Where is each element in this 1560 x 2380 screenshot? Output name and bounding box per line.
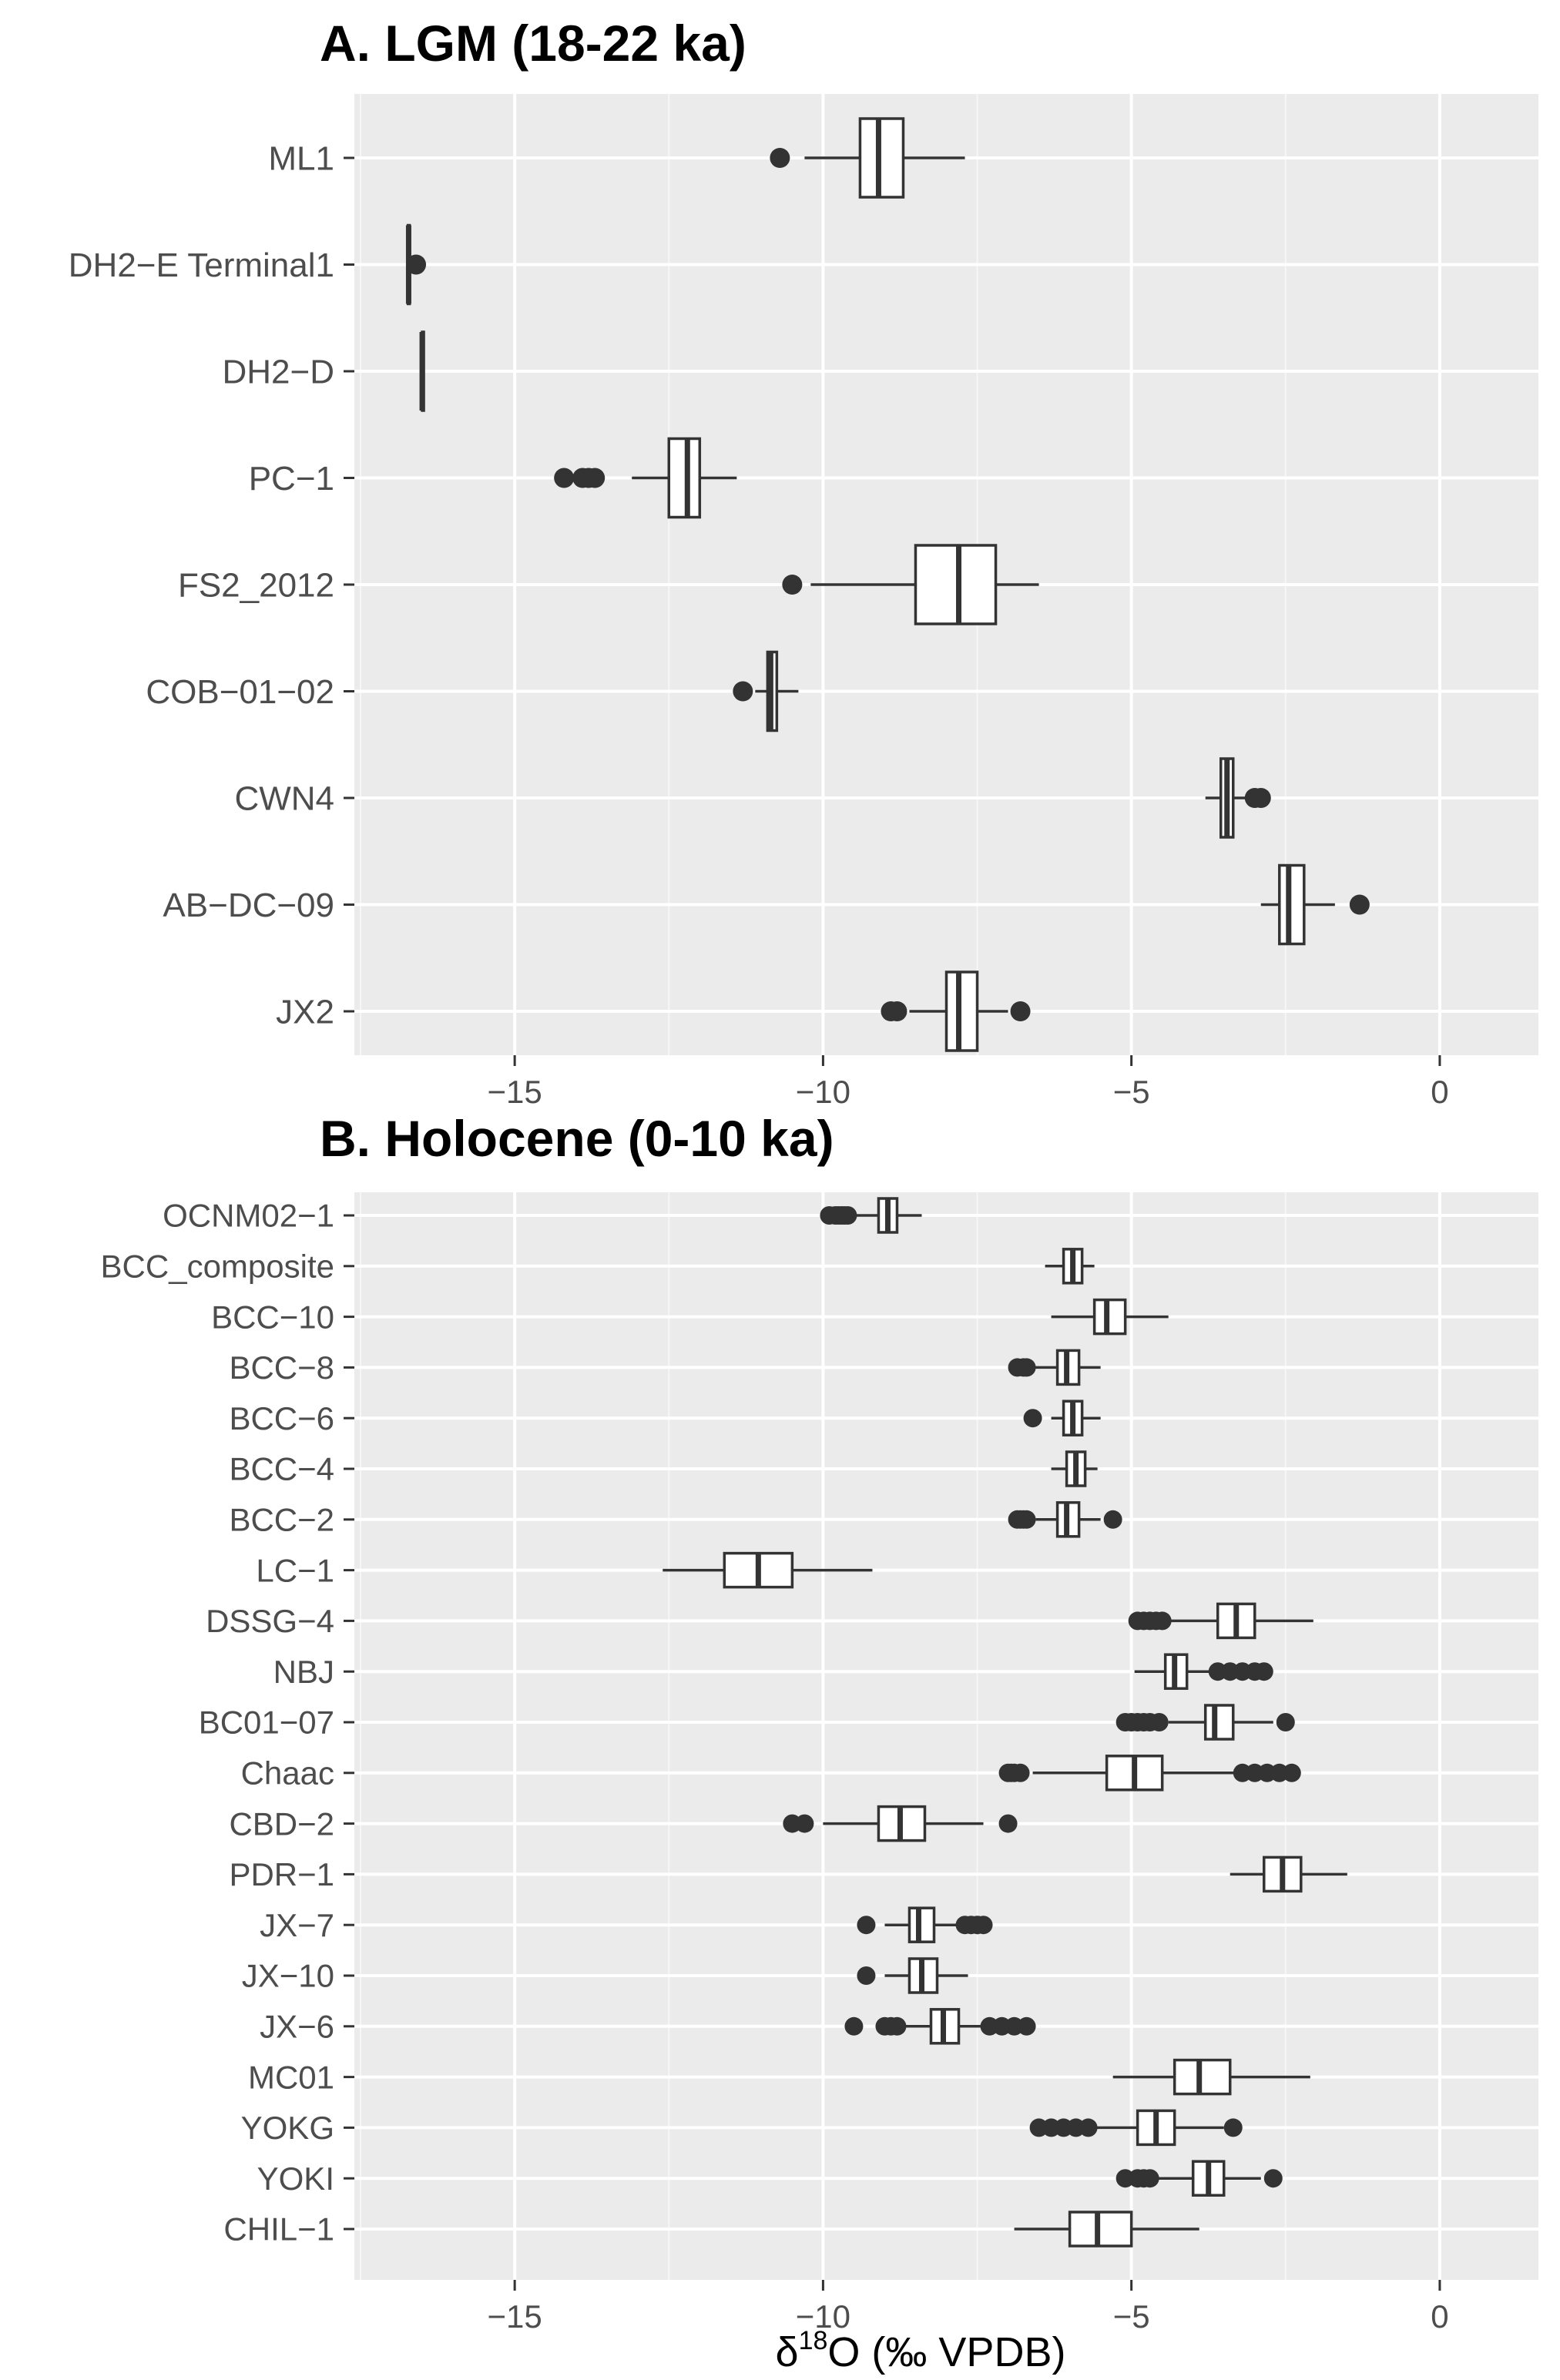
panel-b-x-tick-label-0: −15 — [488, 2298, 542, 2335]
panel-b-box-2-iqr — [1092, 1298, 1127, 1336]
panel-b-category-label-6: BCC−2 — [229, 1502, 334, 1538]
panel-b-category-label-1: BCC_composite — [101, 1249, 334, 1285]
panel-b-plot-background — [354, 1192, 1538, 2280]
panel-a-category-label-2: DH2−D — [223, 353, 335, 391]
panel-a-box-5-outlier-0 — [733, 681, 753, 702]
panel-b-box-3-outlier-2 — [1017, 1358, 1036, 1377]
panel-a-title: A. LGM (18-22 ka) — [320, 15, 746, 72]
panel-b-category-label-16: JX−6 — [260, 2009, 334, 2045]
panel-a-category-label-3: PC−1 — [249, 460, 334, 498]
panel-b-title: B. Holocene (0-10 ka) — [320, 1110, 834, 1167]
panel-a-category-label-0: ML1 — [268, 139, 334, 177]
panel-b-x-tick-label-3: 0 — [1431, 2298, 1448, 2335]
panel-b-box-6-outlier-4 — [1103, 1510, 1122, 1529]
panel-a-category-label-6: CWN4 — [234, 779, 334, 817]
panel-b-box-16-outlier-3 — [887, 2016, 907, 2036]
panel-b-category-label-20: CHIL−1 — [223, 2211, 334, 2248]
x-axis-title-rest: O (‰ VPDB) — [827, 2329, 1065, 2375]
panel-b-box-0-outlier-5 — [838, 1206, 857, 1225]
panel-b-category-label-9: NBJ — [273, 1654, 334, 1690]
panel-b-box-19-outlier-4 — [1263, 2169, 1283, 2188]
panel-b-box-10-outlier-6 — [1276, 1713, 1295, 1731]
panel-a-category-label-4: FS2_2012 — [178, 566, 334, 604]
panel-b-category-label-18: YOKG — [241, 2110, 334, 2146]
panel-b-box-20-iqr — [1068, 2211, 1133, 2248]
panel-a-x-tick-label-0: −15 — [488, 1074, 542, 1110]
panel-b-category-label-10: BC01−07 — [199, 1705, 334, 1741]
panel-a-box-3-outlier-0 — [554, 468, 575, 488]
panel-b-box-14-iqr — [907, 1906, 936, 1943]
panel-b-box-15-outlier-0 — [857, 1966, 876, 1985]
panel-a-box-7-iqr — [1278, 863, 1306, 946]
panel-b-box-16-outlier-7 — [1017, 2016, 1036, 2036]
panel-b-category-label-19: YOKI — [257, 2160, 334, 2197]
panel-a-chart: ML1 DH2−E Terminal1 DH2−D PC−1 FS2_2012 COB−0… — [69, 94, 1538, 1110]
panel-a-box-3-outlier-3 — [585, 468, 606, 488]
panel-a-x-tick-label-3: 0 — [1431, 1074, 1448, 1110]
panel-b-box-16-outlier-0 — [844, 2016, 864, 2036]
panel-b-box-8-outlier-4 — [1152, 1611, 1172, 1631]
panel-b-box-18-outlier-4 — [1079, 2118, 1098, 2137]
panel-a-box-8-outlier-2 — [1010, 1001, 1031, 1021]
panel-a-box-1-outlier-0 — [406, 254, 427, 275]
panel-a-box-7-outlier-0 — [1349, 894, 1370, 915]
panel-b-box-11-outlier-8 — [1282, 1763, 1301, 1782]
panel-b-category-label-17: MC01 — [248, 2059, 334, 2095]
panel-b-box-17-iqr — [1173, 2058, 1232, 2096]
panel-b-box-14-outlier-4 — [974, 1916, 993, 1935]
panel-b-box-19-outlier-3 — [1140, 2169, 1159, 2188]
panel-b-category-label-15: JX−10 — [242, 1958, 334, 1994]
panel-b-category-label-8: DSSG−4 — [206, 1603, 334, 1639]
x-axis-title: δ18O (‰ VPDB) — [776, 2326, 1066, 2375]
panel-a-box-4-outlier-0 — [782, 575, 803, 595]
panel-b-box-10-outlier-5 — [1149, 1713, 1169, 1731]
panel-b-category-label-13: PDR−1 — [229, 1856, 334, 1892]
panel-b-box-10-iqr — [1203, 1704, 1235, 1741]
panel-b-box-9-outlier-4 — [1254, 1662, 1273, 1681]
panel-a-box-3-iqr — [667, 437, 702, 519]
panel-b-box-12-outlier-1 — [795, 1814, 814, 1833]
panel-a-x-tick-label-2: −5 — [1113, 1074, 1150, 1110]
panel-b-category-label-5: BCC−4 — [229, 1451, 334, 1487]
panel-a-box-6-outlier-1 — [1250, 788, 1271, 808]
panel-b-category-label-0: OCNM02−1 — [163, 1198, 334, 1234]
panel-b-box-12-outlier-2 — [998, 1814, 1018, 1833]
panel-b-category-label-7: LC−1 — [256, 1552, 334, 1588]
panel-b-category-label-14: JX−7 — [260, 1907, 334, 1943]
panel-a-category-label-1: DH2−E Terminal1 — [69, 246, 334, 284]
panel-b-category-label-11: Chaac — [241, 1755, 334, 1792]
panel-b-box-11-outlier-3 — [1011, 1763, 1030, 1782]
panel-b-category-label-4: BCC−6 — [229, 1400, 334, 1436]
panel-a-category-label-8: JX2 — [276, 993, 334, 1031]
panel-a-box-8-iqr — [944, 970, 979, 1052]
x-axis-title-delta: δ — [776, 2329, 799, 2375]
panel-b-chart: OCNM02−1 BCC_composite BCC−10 BCC−8 BCC−6 BCC… — [101, 1192, 1538, 2335]
panel-b-box-14-outlier-0 — [857, 1916, 876, 1935]
panel-b-x-tick-label-1: −10 — [796, 2298, 850, 2335]
panel-b-category-label-2: BCC−10 — [211, 1299, 334, 1335]
panel-a-box-8-outlier-1 — [887, 1001, 907, 1021]
x-axis-title-superscript: 18 — [799, 2326, 828, 2355]
panel-a-box-0-iqr — [858, 117, 905, 199]
panel-a-box-0-outlier-0 — [770, 148, 790, 168]
panel-a-box-4-iqr — [914, 544, 998, 625]
panel-b-category-label-3: BCC−8 — [229, 1349, 334, 1386]
panel-b-box-4-outlier-0 — [1023, 1409, 1042, 1428]
panel-b-category-label-12: CBD−2 — [229, 1805, 334, 1842]
panel-b-box-18-outlier-5 — [1223, 2118, 1243, 2137]
panel-a-x-tick-label-1: −10 — [796, 1074, 850, 1110]
panel-b-x-tick-label-2: −5 — [1113, 2298, 1150, 2335]
panel-a-category-label-5: COB−01−02 — [146, 673, 334, 711]
panel-b-box-6-outlier-3 — [1017, 1510, 1036, 1529]
panel-a-category-label-7: AB−DC−09 — [163, 887, 334, 924]
